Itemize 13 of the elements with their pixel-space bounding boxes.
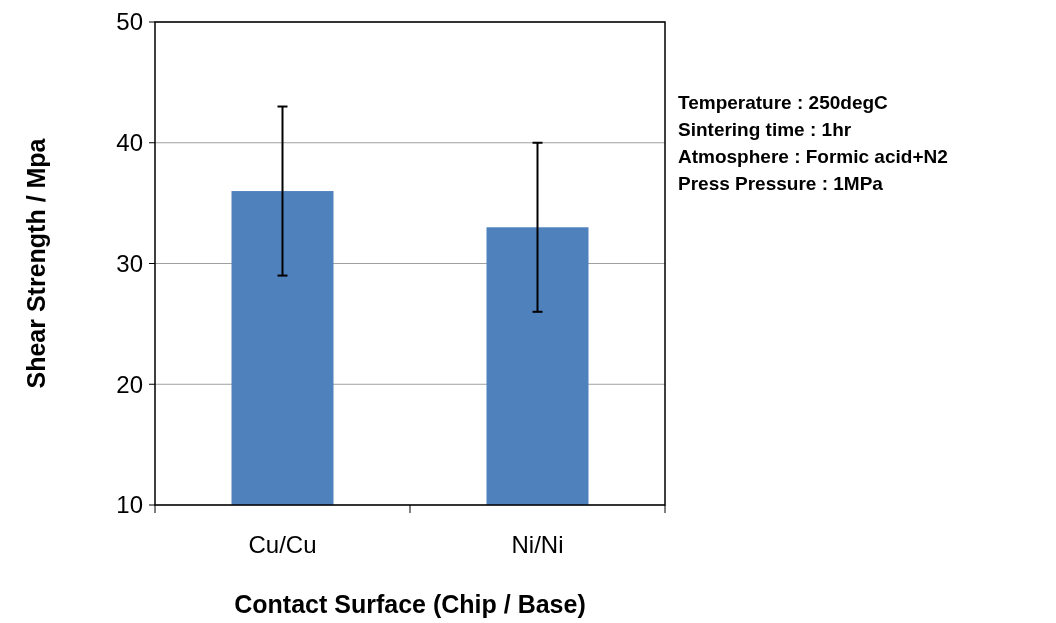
- y-tick-label: 40: [116, 129, 143, 157]
- x-tick-label: Ni/Ni: [511, 531, 564, 558]
- y-tick-label: 50: [116, 8, 143, 36]
- text: Atmosphere : Formic acid+N2: [678, 146, 948, 167]
- y-tick-label: 20: [116, 370, 143, 398]
- y-tick-label: 30: [116, 249, 143, 277]
- y-axis-title: Shear Strength / Mpa: [22, 137, 50, 389]
- text: Temperature : 250degC: [678, 92, 889, 113]
- text: Press Pressure : 1MPa: [678, 173, 884, 194]
- x-axis-title: Contact Surface (Chip / Base): [234, 590, 586, 618]
- x-tick-label: Cu/Cu: [248, 531, 317, 558]
- text: Sintering time : 1hr: [678, 119, 852, 140]
- y-tick-label: 10: [116, 491, 143, 519]
